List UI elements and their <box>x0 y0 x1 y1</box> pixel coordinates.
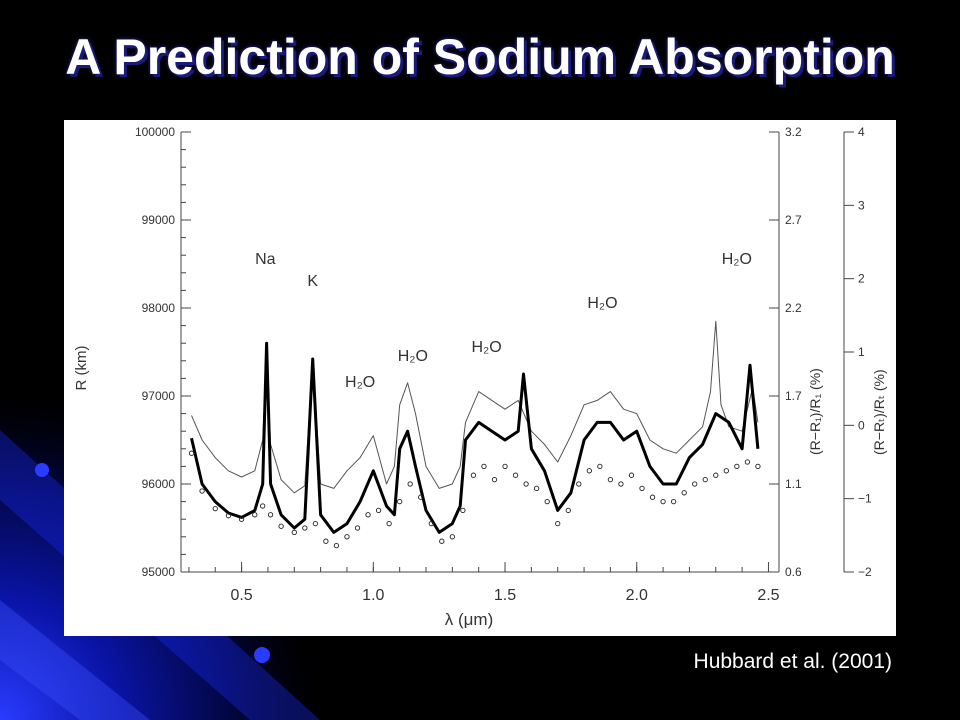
series-2-point <box>670 498 677 505</box>
series-2-point <box>278 523 284 529</box>
y-tick-label: 100000 <box>135 125 175 139</box>
series-2-point <box>744 459 751 465</box>
series-2-point <box>439 538 445 544</box>
series-2-point <box>502 463 508 470</box>
spectrum-chart: 95000 96000 97000 98000 99000 100000 0.6 1.1 1.7… <box>73 125 887 629</box>
series-2-point <box>586 468 592 474</box>
series-2-point <box>323 538 329 544</box>
series-2-point <box>312 520 319 527</box>
series-2-point <box>639 485 645 492</box>
series-2-point <box>397 498 403 505</box>
right-axis-label-2: (R−Rₜ)/Rₜ (%) <box>871 369 887 455</box>
y-tick-label: 96000 <box>142 477 176 491</box>
right2-tick-label: −1 <box>858 492 872 506</box>
right1-tick-label: 1.7 <box>785 389 802 403</box>
series-2-point <box>576 481 582 487</box>
series-2-point <box>713 472 719 478</box>
series-2-point <box>491 476 498 483</box>
series-2-point <box>449 534 455 540</box>
x-tick-label: 2.0 <box>626 587 648 604</box>
series-2-point <box>225 513 232 519</box>
annotation-label: Na <box>255 251 276 268</box>
series-2-point <box>555 520 561 527</box>
series-2-point <box>354 525 361 531</box>
series-2-point <box>302 525 308 531</box>
annotation-label: H₂O <box>722 251 752 268</box>
y-tick-label: 98000 <box>142 301 176 315</box>
series-2-point <box>260 503 266 509</box>
series-2-point <box>418 494 424 500</box>
series-2-point <box>628 472 635 478</box>
series-2-point <box>344 534 350 540</box>
right-axis-label-1: (R−R₁)/R₁ (%) <box>807 368 823 455</box>
series-2-point <box>365 512 371 518</box>
right2-tick-label: 0 <box>858 418 865 432</box>
series-2-point <box>734 463 740 470</box>
x-tick-label: 1.0 <box>362 587 384 604</box>
y-tick-label: 97000 <box>142 389 176 403</box>
series-2-point <box>755 463 761 470</box>
series-2-point <box>188 450 195 456</box>
right2-tick-label: 2 <box>858 272 865 286</box>
series-2-point <box>386 520 392 527</box>
right2-tick-label: 4 <box>858 125 865 139</box>
slide-title: A Prediction of Sodium Absorption <box>65 29 895 85</box>
right2-tick-label: −2 <box>858 565 872 579</box>
right2-tick-label: 1 <box>858 345 865 359</box>
series-2-point <box>238 516 245 522</box>
series-2-point <box>544 498 550 505</box>
right1-tick-label: 2.7 <box>785 213 802 227</box>
series-2-point <box>333 542 340 549</box>
right1-tick-label: 1.1 <box>785 477 802 491</box>
series-2-point <box>618 481 624 487</box>
series-2-point <box>481 463 487 470</box>
citation: Hubbard et al. (2001) <box>693 650 892 673</box>
right1-tick-label: 3.2 <box>785 125 802 139</box>
y-axis-label: R (km) <box>73 346 90 391</box>
y-tick-label: 99000 <box>142 213 176 227</box>
series-2-point <box>660 498 666 505</box>
series-2-point <box>565 507 571 514</box>
series-2-point <box>512 472 519 478</box>
series-2-point <box>702 476 708 483</box>
right1-tick-label: 0.6 <box>785 565 802 579</box>
x-tick-label: 1.5 <box>494 587 516 604</box>
chart-panel: 95000 96000 97000 98000 99000 100000 0.6 1.1 1.7… <box>64 120 896 636</box>
x-axis-label: λ (μm) <box>445 610 494 629</box>
annotation-label: H₂O <box>471 339 501 356</box>
annotation-label: K <box>307 273 318 290</box>
series-2-point <box>407 481 413 487</box>
series-2-point <box>681 490 687 496</box>
x-tick-label: 2.5 <box>757 587 779 604</box>
series-0-line <box>191 320 759 494</box>
annotation-label: H₂O <box>587 295 617 312</box>
series-2-point <box>523 481 529 487</box>
series-2-point <box>267 512 274 518</box>
right2-tick-label: 3 <box>858 198 865 212</box>
series-2-point <box>428 520 434 527</box>
series-2-point <box>291 529 297 536</box>
series-2-point <box>252 512 258 518</box>
series-2-point <box>607 476 614 483</box>
series-2-point <box>460 507 466 514</box>
series-2-point <box>533 485 540 492</box>
x-tick-label: 0.5 <box>230 587 252 604</box>
series-2-point <box>470 472 477 478</box>
annotation-label: H₂O <box>398 348 428 365</box>
series-2-point <box>597 463 603 470</box>
y-tick-label: 95000 <box>142 565 176 579</box>
series-2-point <box>723 468 729 474</box>
right1-tick-label: 2.2 <box>785 301 802 315</box>
series-2-point <box>212 505 218 512</box>
series-2-point <box>199 488 205 494</box>
series-2-point <box>375 507 382 514</box>
series-2-point <box>692 481 698 487</box>
annotation-label: H₂O <box>345 374 375 391</box>
series-2-point <box>649 494 656 500</box>
series-1-line <box>190 341 760 534</box>
